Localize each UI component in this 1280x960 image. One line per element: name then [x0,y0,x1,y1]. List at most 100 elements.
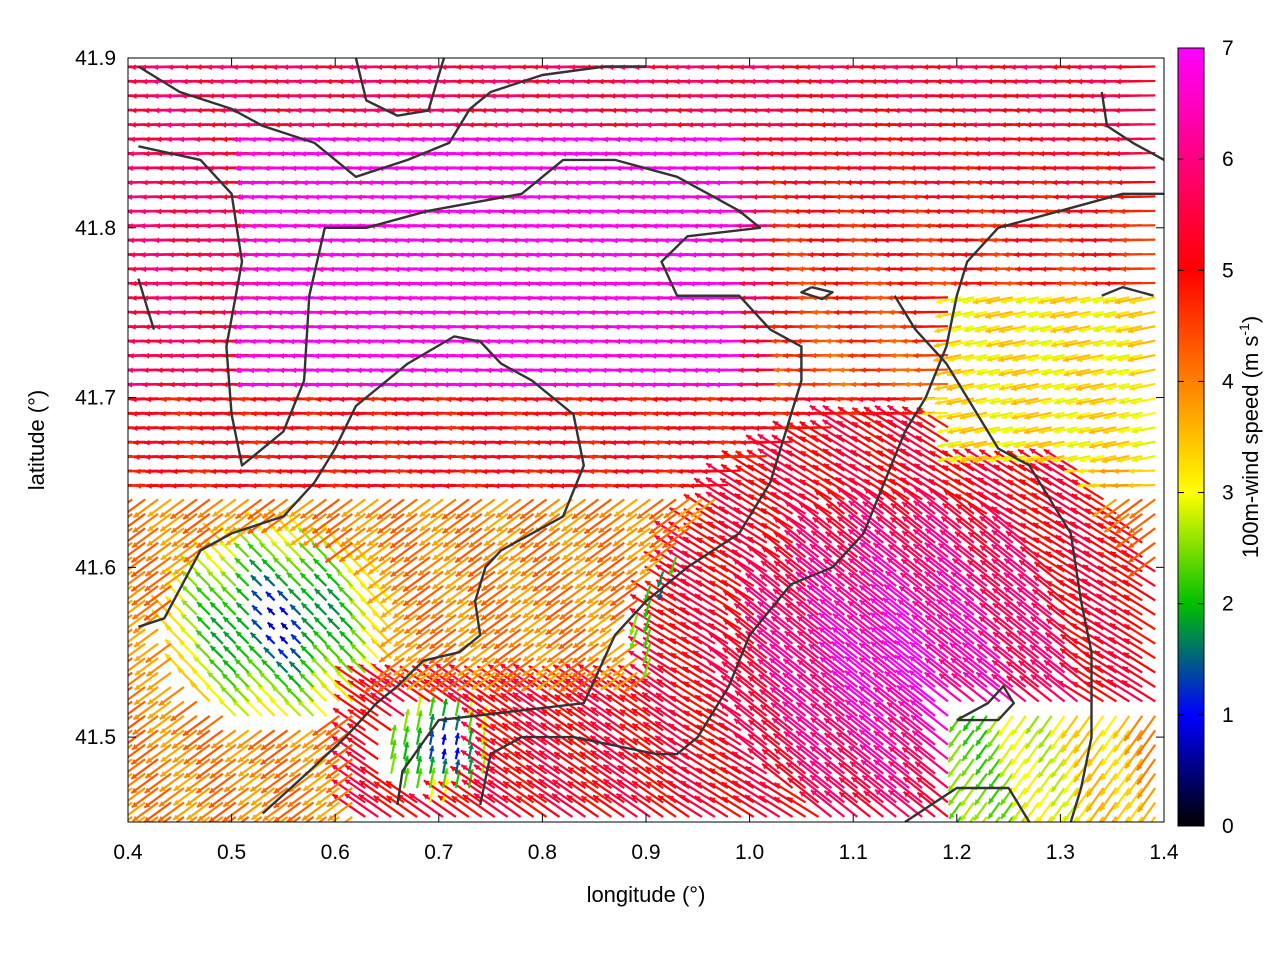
wind-arrow-head [183,730,189,736]
wind-arrow [428,713,436,731]
wind-arrow-head [333,708,340,714]
wind-arrow-shaft [809,731,846,761]
wind-arrow-shaft [887,774,923,804]
wind-arrow-head [1136,749,1143,756]
wind-arrow [863,790,897,818]
wind-arrow-head [474,764,481,771]
wind-arrow [273,787,302,809]
wind-arrow-head [1064,815,1070,822]
wind-arrow [580,795,612,818]
wind-arrow [1126,801,1144,822]
wind-arrow-head [186,814,193,820]
wind-arrow [171,729,198,750]
wind-arrow [287,772,315,793]
wind-arrow-head [658,795,665,802]
wind-arrow [415,755,423,774]
wind-arrow-head [1036,817,1043,822]
wind-arrow-shaft [130,743,159,766]
wind-arrow-shaft [209,758,237,780]
wind-arrow-shaft [345,750,379,775]
wind-arrow [184,772,211,793]
wind-arrow-head [888,775,895,782]
wind-arrow-head [423,780,430,786]
wind-arrow [973,801,988,821]
wind-arrow [173,772,198,792]
wind-arrow-shaft [136,816,146,822]
wind-arrow-head [948,756,954,763]
wind-arrow-head [538,793,545,800]
wind-arrow-shaft [460,749,496,775]
wind-arrow-shaft [667,794,703,818]
wind-arrow-head [160,741,167,748]
wind-arrow-head [503,752,510,759]
wind-arrow [222,787,250,808]
wind-arrow [128,715,146,730]
wind-arrow [759,704,794,732]
wind-arrow-head [961,770,968,777]
wind-arrow-head [1125,776,1132,783]
wind-arrow-head [1051,757,1057,764]
wind-arrow-head [748,720,755,726]
wind-arrow-head [1024,773,1030,780]
wind-arrow [343,816,353,822]
wind-arrow-shaft [273,758,302,780]
wind-arrow-head [1011,744,1017,751]
wind-arrow [314,758,340,779]
wind-arrow [860,759,897,789]
wind-arrow-head [824,747,831,754]
wind-arrow-head [974,799,981,805]
wind-arrow [554,737,587,761]
wind-arrow-shaft [758,795,794,818]
wind-arrow-head [490,709,497,715]
wind-arrow-head [632,767,639,773]
wind-arrow [822,702,859,732]
wind-arrow-shaft [733,703,768,732]
wind-arrow [525,749,561,775]
wind-arrow-head [172,829,178,834]
wind-arrow-shaft [760,719,794,746]
wind-arrow [1060,729,1079,754]
wind-arrow-shaft [695,781,729,804]
wind-arrow-shaft [849,760,884,789]
wind-arrow [261,787,289,808]
wind-arrow-head [976,739,982,746]
wind-arrow-shaft [1111,816,1118,822]
wind-arrow-head [1011,773,1017,780]
wind-arrow-head [146,757,153,763]
wind-arrow [1037,758,1053,779]
wind-arrow-head [416,756,423,762]
wind-arrow-head [474,750,481,757]
wind-arrow-shaft [239,816,250,822]
wind-arrow-shaft [900,731,936,761]
wind-arrow [795,701,833,732]
wind-arrow-head [105,687,111,692]
wind-arrow [887,789,923,818]
wind-arrow [579,765,612,789]
wind-arrow-head [262,815,269,821]
wind-arrow-head [131,787,138,794]
wind-arrow-head [916,777,923,783]
wind-arrow [525,720,561,746]
wind-arrow [994,816,1001,822]
wind-arrow-head [209,831,215,836]
wind-arrow-head [327,814,334,821]
wind-arrow-head [874,774,881,781]
wind-arrow-shaft [809,759,846,789]
wind-arrow-head [171,729,178,735]
wind-arrow-head [195,773,202,779]
wind-arrow [428,778,437,803]
wind-arrow-head [332,794,339,800]
wind-arrow-head [603,779,610,785]
wind-arrow [809,774,846,804]
wind-arrow [1100,744,1118,767]
wind-arrow-shaft [128,772,146,788]
wind-arrow [372,795,405,818]
wind-arrow-shaft [617,764,651,789]
wind-arrow-shaft [128,801,146,817]
wind-arrow-shaft [902,790,936,818]
wind-arrow [947,744,962,763]
wind-arrow-head [316,814,323,820]
wind-arrow-head [1113,746,1120,753]
wind-arrow-head [386,781,393,787]
wind-arrow [162,816,172,822]
